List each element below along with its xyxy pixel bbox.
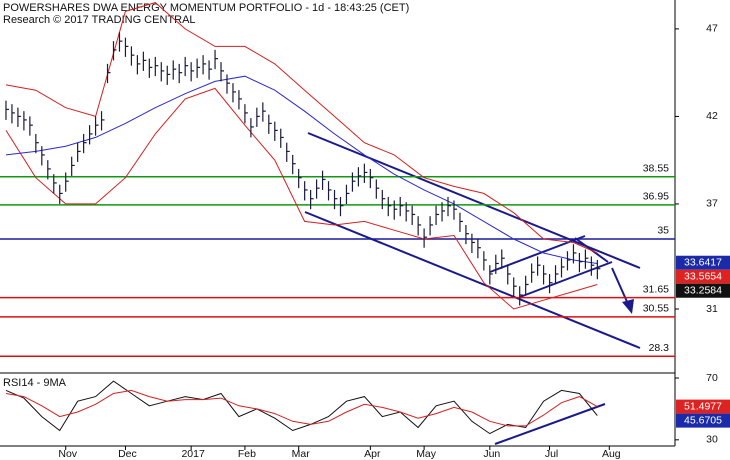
price-tag-label: 33.5654: [684, 271, 722, 283]
indicator-line: [5, 87, 598, 310]
trend-line: [304, 211, 641, 349]
x-tick-label: Jul: [545, 448, 558, 460]
level-label: 28.3: [649, 342, 670, 354]
x-tick-label: Feb: [238, 448, 256, 460]
y-tick-label: 37: [706, 198, 718, 210]
panel-title: RSI14 - 9MA: [3, 377, 67, 389]
x-tick-label: Mar: [292, 448, 311, 460]
arrow-head: [622, 299, 634, 314]
chart-title: POWERSHARES DWA ENERGY MOMENTUM PORTFOLI…: [3, 2, 409, 14]
rsi-line: [5, 389, 598, 427]
indicator-line: [5, 75, 598, 264]
x-tick-label: Aug: [602, 448, 621, 460]
rsi-line: [5, 380, 598, 435]
indicator-line: [5, 2, 598, 254]
level-label: 38.55: [643, 163, 669, 175]
trend-line: [519, 261, 613, 298]
y-tick-label: 70: [706, 372, 718, 384]
x-tick-label: May: [416, 448, 437, 460]
level-label: 36.95: [643, 191, 669, 203]
price-tag: [676, 413, 730, 428]
price-tag: [676, 255, 730, 270]
level-label: 35: [657, 225, 669, 237]
x-tick-label: Nov: [58, 448, 77, 460]
x-tick-label: Dec: [118, 448, 137, 460]
y-tick-label: 30: [706, 434, 718, 446]
chart-subtitle: Research © 2017 TRADING CENTRAL: [3, 14, 196, 26]
price-tag-label: 45.6705: [684, 414, 722, 426]
y-tick-label: 47: [706, 23, 718, 35]
arrow: [611, 267, 629, 305]
price-tag-label: 33.6417: [684, 257, 722, 269]
level-label: 31.65: [643, 283, 669, 295]
price-tag-label: 51.4977: [684, 400, 722, 412]
price-tag: [676, 399, 730, 414]
trend-line: [494, 403, 606, 445]
x-tick-label: Apr: [364, 448, 381, 460]
price-tag: [676, 283, 730, 298]
x-tick-label: Jun: [483, 448, 500, 460]
x-tick-label: 2017: [181, 448, 205, 460]
level-label: 30.55: [643, 303, 669, 315]
y-tick-label: 31: [706, 303, 718, 315]
price-tag-label: 33.2584: [684, 285, 722, 297]
y-tick-label: 42: [706, 110, 718, 122]
price-tag: [676, 269, 730, 284]
channel-lines: [304, 132, 641, 445]
trend-line: [307, 132, 641, 269]
